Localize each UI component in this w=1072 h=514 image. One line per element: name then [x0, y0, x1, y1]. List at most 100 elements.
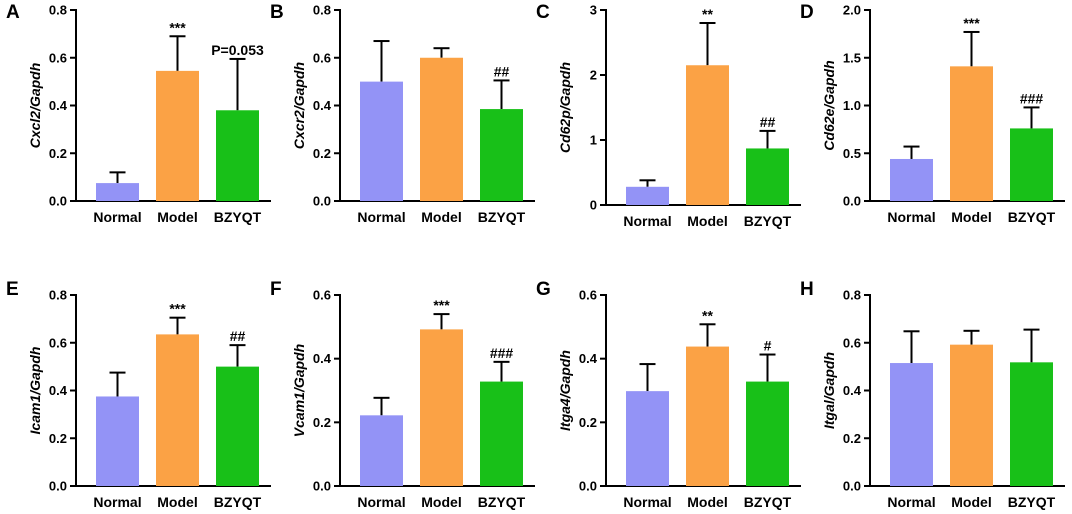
- bar-normal: [626, 391, 669, 486]
- panel-letter: B: [270, 2, 284, 23]
- bar-normal: [360, 415, 403, 486]
- bar-model: [686, 346, 729, 486]
- y-tick-label: 0.4: [843, 383, 862, 398]
- x-category-label: Normal: [887, 209, 935, 225]
- x-category-label: BZYQT: [478, 209, 526, 225]
- y-tick-label: 0.2: [313, 146, 331, 161]
- bar-normal: [96, 183, 139, 201]
- y-tick-label: 0.6: [49, 335, 67, 350]
- x-category-label: Model: [421, 209, 461, 225]
- panel-letter: H: [800, 279, 814, 300]
- x-category-label: Model: [951, 494, 991, 510]
- x-category-label: BZYQT: [214, 209, 262, 225]
- panel-letter: A: [6, 2, 20, 23]
- y-tick-label: 2.0: [843, 3, 861, 18]
- x-category-label: Model: [421, 494, 461, 510]
- significance-label: ###: [1020, 90, 1044, 106]
- panel-a: A Cxcl2/Gapdh 0.0 0.2 0.4 0.6 0.8 Normal *** Mode…: [6, 2, 271, 225]
- panel-e: E Icam1/Gapdh 0.0 0.2 0.4 0.6 0.8 Normal *** Mode…: [6, 279, 271, 510]
- y-tick-label: 0.4: [579, 351, 598, 366]
- y-tick-label: 0.0: [49, 479, 67, 494]
- y-tick-label: 0.2: [49, 146, 67, 161]
- y-tick-label: 0.4: [49, 383, 68, 398]
- x-category-label: Model: [157, 209, 197, 225]
- bar-model: [950, 344, 993, 486]
- y-tick-label: 3: [590, 3, 597, 18]
- x-category-label: Model: [951, 209, 991, 225]
- y-tick-label: 0.8: [843, 288, 861, 303]
- y-tick-label: 0.6: [579, 288, 597, 303]
- y-tick-label: 0.0: [313, 479, 331, 494]
- y-axis-label: Vcam1/Gapdh: [291, 344, 307, 437]
- bar-model: [686, 65, 729, 205]
- panel-letter: C: [536, 2, 550, 23]
- y-axis-label: Cd62p/Gapdh: [557, 62, 573, 153]
- x-category-label: BZYQT: [214, 494, 262, 510]
- y-tick-label: 1.5: [843, 50, 861, 65]
- y-axis-label: Cd62e/Gapdh: [821, 60, 837, 150]
- y-tick-label: 0.6: [313, 288, 331, 303]
- bar-bzyqt: [1010, 362, 1053, 486]
- bar-normal: [96, 396, 139, 486]
- panel-letter: D: [800, 2, 814, 23]
- x-category-label: BZYQT: [1008, 494, 1056, 510]
- bar-bzyqt: [480, 109, 523, 201]
- bar-model: [420, 329, 463, 486]
- panel-d: D Cd62e/Gapdh 0.0 0.5 1.0 1.5 2.0 Normal *** Mode…: [800, 2, 1065, 225]
- y-tick-label: 0.6: [843, 335, 861, 350]
- y-tick-label: 0.8: [49, 288, 67, 303]
- x-category-label: Model: [157, 494, 197, 510]
- significance-label: P=0.053: [211, 42, 264, 58]
- y-tick-label: 0.0: [313, 194, 331, 209]
- panel-letter: E: [6, 279, 19, 300]
- y-tick-label: 0.6: [49, 50, 67, 65]
- panel-g: G Itga4/Gapdh 0.0 0.2 0.4 0.6 Normal ** Model # BZ…: [536, 279, 801, 510]
- y-tick-label: 0.2: [843, 431, 861, 446]
- bar-bzyqt: [1010, 128, 1053, 201]
- significance-label: ***: [169, 19, 186, 35]
- x-category-label: Normal: [357, 494, 405, 510]
- y-tick-label: 0.0: [843, 194, 861, 209]
- y-tick-label: 0.2: [579, 415, 597, 430]
- y-tick-label: 0.6: [313, 50, 331, 65]
- y-axis-label: Itga4/Gapdh: [557, 350, 573, 431]
- y-tick-label: 1: [590, 133, 597, 148]
- y-tick-label: 0.4: [313, 98, 332, 113]
- bar-bzyqt: [216, 366, 259, 486]
- significance-label: ###: [490, 345, 514, 361]
- significance-label: ##: [760, 114, 776, 130]
- y-tick-label: 0.4: [313, 351, 332, 366]
- x-category-label: Normal: [93, 209, 141, 225]
- y-tick-label: 0.8: [313, 3, 331, 18]
- significance-label: ##: [230, 328, 246, 344]
- x-category-label: BZYQT: [1008, 209, 1056, 225]
- x-category-label: Model: [687, 213, 727, 229]
- x-category-label: BZYQT: [744, 213, 792, 229]
- panel-f: F Vcam1/Gapdh 0.0 0.2 0.4 0.6 Normal *** Model ##…: [270, 279, 535, 510]
- significance-label: ***: [169, 301, 186, 317]
- bar-model: [156, 70, 199, 201]
- y-tick-label: 0: [590, 198, 597, 213]
- x-category-label: BZYQT: [478, 494, 526, 510]
- x-category-label: Normal: [623, 213, 671, 229]
- y-tick-label: 0.2: [49, 431, 67, 446]
- bar-model: [156, 334, 199, 486]
- y-axis-label: Icam1/Gapdh: [27, 347, 43, 435]
- x-category-label: Model: [687, 494, 727, 510]
- y-axis-label: Itgal/Gapdh: [821, 352, 837, 429]
- y-tick-label: 0.4: [49, 98, 68, 113]
- x-category-label: Normal: [357, 209, 405, 225]
- y-tick-label: 1.0: [843, 98, 861, 113]
- x-category-label: Normal: [93, 494, 141, 510]
- panel-c: C Cd62p/Gapdh 0 1 2 3 Normal ** Model ## BZYQT: [536, 2, 801, 229]
- panel-h: H Itgal/Gapdh 0.0 0.2 0.4 0.6 0.8 Normal Model BZ…: [800, 279, 1065, 510]
- x-category-label: Normal: [623, 494, 671, 510]
- bar-bzyqt: [480, 381, 523, 486]
- panel-letter: G: [536, 279, 551, 300]
- y-axis-label: Cxcl2/Gapdh: [27, 63, 43, 149]
- bar-bzyqt: [746, 148, 789, 205]
- bar-bzyqt: [746, 381, 789, 486]
- x-category-label: BZYQT: [744, 494, 792, 510]
- y-tick-label: 0.8: [49, 3, 67, 18]
